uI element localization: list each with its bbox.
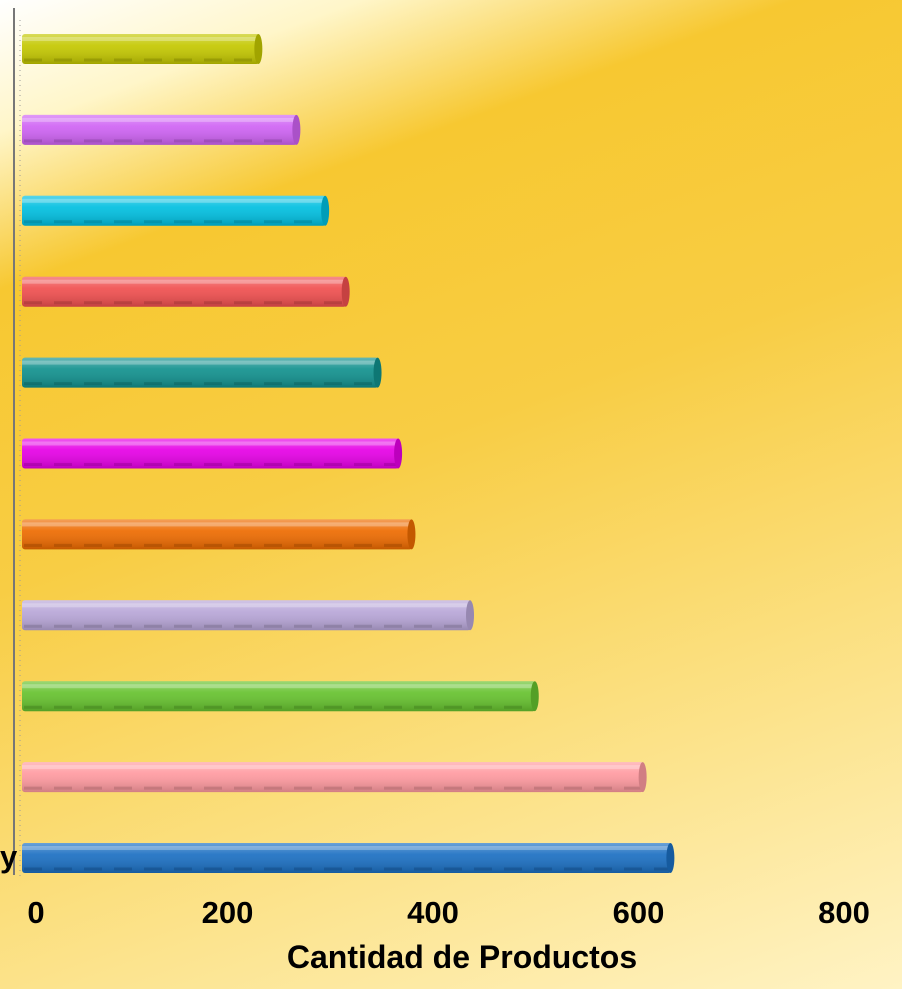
x-tick-labels: 0 200 400 600 800 xyxy=(27,895,869,930)
bar-3 xyxy=(22,681,539,712)
x-tick-label: 400 xyxy=(407,895,459,930)
bar-sheen xyxy=(22,34,260,64)
x-axis-title: Cantidad de Productos xyxy=(287,939,637,975)
bar-end-cap xyxy=(666,843,675,873)
bar-sheen xyxy=(22,519,413,550)
bar-end-cap xyxy=(254,34,263,64)
x-tick-label: 0 xyxy=(27,895,44,930)
bar-end-cap xyxy=(321,195,330,226)
bar-end-cap xyxy=(292,114,301,145)
bar-4 xyxy=(22,600,475,631)
bar-sheen xyxy=(22,681,536,712)
x-tick-label: 200 xyxy=(202,895,254,930)
bar-end-cap xyxy=(407,519,416,550)
bar-sheen xyxy=(22,762,644,793)
bar-2 xyxy=(22,762,647,793)
bar-1 xyxy=(22,843,675,873)
bar-end-cap xyxy=(530,681,539,712)
bar-sheen xyxy=(22,195,327,226)
bar-7 xyxy=(22,357,382,388)
category-label-fragment: y xyxy=(0,839,18,874)
bar-sheen xyxy=(22,600,472,631)
bar-6 xyxy=(22,438,403,469)
bar-end-cap xyxy=(373,357,382,388)
bar-end-cap xyxy=(394,438,403,469)
bar-sheen xyxy=(22,843,672,873)
x-tick-label: 600 xyxy=(613,895,665,930)
bar-sheen xyxy=(22,276,347,307)
bar-sheen xyxy=(22,357,379,388)
bar-end-cap xyxy=(341,276,350,307)
x-tick-label: 800 xyxy=(818,895,870,930)
bar-10 xyxy=(22,114,301,145)
bar-5 xyxy=(22,519,416,550)
bar-end-cap xyxy=(638,762,647,793)
bar-9 xyxy=(22,195,330,226)
bar-8 xyxy=(22,276,350,307)
axes-layer: y xyxy=(0,8,21,876)
bars-layer xyxy=(22,34,675,873)
bar-sheen xyxy=(22,438,400,469)
bar-11 xyxy=(22,34,263,64)
bar-sheen xyxy=(22,114,298,145)
bar-end-cap xyxy=(466,600,475,631)
